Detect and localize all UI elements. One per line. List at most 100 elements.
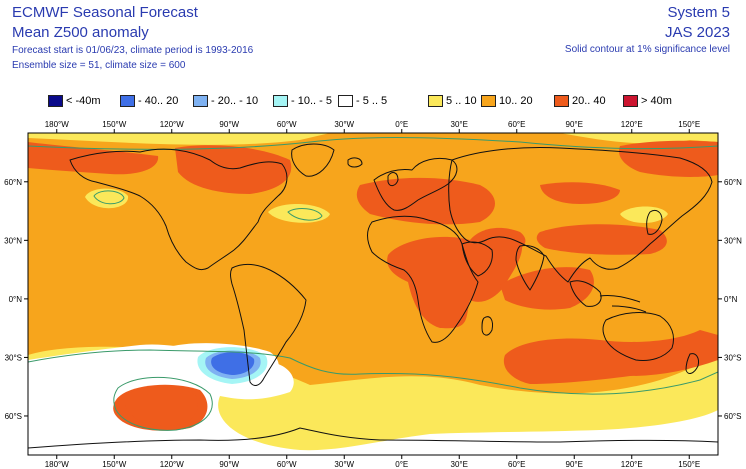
legend-item: 20.. 40 [554,93,606,109]
coast-indonesia [599,295,647,313]
anomaly-zone-neg-20-40 [211,352,255,375]
tick-marks [24,129,722,459]
legend-item: 10.. 20 [481,93,533,109]
coast-arabia [461,241,493,277]
lat-label-right: 60°S [724,412,741,421]
coast-se-asia [569,280,602,307]
lon-label-top: 120°E [621,120,643,129]
anomaly-zone-red-east-asia [618,140,718,177]
legend-item: 5 .. 10 [428,93,477,109]
lat-label-left: 0°N [9,295,23,304]
coast-antarctica [28,427,718,449]
coast-north-america [69,148,288,271]
lon-label-top: 30°W [334,120,354,129]
coast-australia [602,312,674,361]
lon-label-bottom: 0°E [395,460,408,469]
coastlines [28,143,718,449]
legend-label: - 5 .. 5 [356,95,388,107]
anomaly-zone-red-nw-pacific [536,224,667,255]
map-fill-layer [28,133,718,455]
legend-label: - 20.. - 10 [211,95,259,107]
lat-label-left: 60°S [5,412,22,421]
coast-south-america [230,263,307,386]
legend-swatch [120,95,135,107]
anomaly-zone-white-east-s-pacific [28,369,80,409]
lat-label-left: 30°N [4,236,22,245]
lon-label-bottom: 120°W [160,460,185,469]
coast-greenland [291,143,335,177]
legend-item: - 20.. - 10 [193,93,258,109]
anomaly-zone-red-south-pacific-core [125,387,198,426]
legend-label: 20.. 40 [572,95,606,107]
legend-item: > 40m [623,93,672,109]
system-label: System 5 [667,4,730,21]
anomaly-zone-red-himalaya [470,227,526,251]
lon-label-bottom: 60°E [508,460,525,469]
legend-label: 10.. 20 [499,95,533,107]
lat-label-right: 30°S [724,353,741,362]
lon-label-top: 60°E [508,120,525,129]
lat-label-right: 60°N [724,178,742,187]
anomaly-zone-red-asia-main [387,236,523,329]
contour-n-atlantic-ring [287,208,323,221]
variable-title: Mean Z500 anomaly [12,24,149,41]
legend-swatch [481,95,496,107]
legend-item: - 40.. 20 [120,93,178,109]
lat-label-left: 60°N [4,178,22,187]
lon-label-top: 120°W [160,120,185,129]
lon-label-top: 30°E [451,120,468,129]
legend-label: 5 .. 10 [446,95,477,107]
legend-label: - 40.. 20 [138,95,179,107]
lon-label-bottom: 150°E [678,460,700,469]
coast-madagascar [481,316,493,336]
legend-item: - 5 .. 5 [338,93,387,109]
forecast-info: Forecast start is 01/06/23, climate peri… [12,45,254,56]
legend-item: - 10.. - 5 [273,93,332,109]
lon-label-top: 150°E [678,120,700,129]
lon-label-bottom: 120°E [621,460,643,469]
lon-label-bottom: 30°E [451,460,468,469]
legend-swatch [428,95,443,107]
legend-swatch [338,95,353,107]
color-legend: < -40m - 40.. 20 - 20.. - 10 - 10.. - 5 - 5 … [48,93,708,109]
lon-label-top: 0°E [395,120,408,129]
coast-japan [646,209,663,235]
lon-label-bottom: 90°W [219,460,239,469]
contour-n-pacific-ring [93,190,125,205]
lon-label-bottom: 180°W [45,460,70,469]
lon-label-bottom: 150°W [102,460,127,469]
anomaly-zone-yellow-n-atlantic [268,203,330,223]
lat-label-right: 30°N [724,236,742,245]
coast-europe [373,157,458,211]
legend-swatch [273,95,288,107]
lon-label-top: 180°W [45,120,70,129]
lon-label-top: 150°W [102,120,127,129]
anomaly-zone-red-europe [356,177,495,225]
coast-india [515,245,545,291]
anomaly-zone-red-south-indian [503,330,718,384]
lat-label-right: 0°N [724,295,738,304]
lon-label-top: 90°W [219,120,239,129]
legend-label: < -40m [66,95,101,107]
coast-new-zealand [685,353,699,374]
contour-s-pacific-ring [113,376,213,431]
season-label: JAS 2023 [664,24,730,41]
map-frame [27,132,719,456]
legend-label: > 40m [641,95,672,107]
legend-swatch [623,95,638,107]
coast-uk [387,172,399,187]
legend-swatch [48,95,63,107]
tick-labels: 180°W 180°W 150°W 150°W 120°W 120°W 90°W 90°W 60… [4,120,742,469]
lon-label-bottom: 30°W [334,460,354,469]
lon-label-bottom: 60°W [277,460,297,469]
legend-label: - 10.. - 5 [291,95,332,107]
lat-label-left: 30°S [5,353,22,362]
anomaly-zone-red-alaska [28,142,159,175]
anomaly-zone-yellow-arctic [28,133,718,145]
anomaly-zone-red-siberia [540,182,620,204]
coast-africa [367,215,479,343]
legend-swatch [193,95,208,107]
chart-title: ECMWF Seasonal Forecast [12,4,198,21]
lon-label-top: 90°E [566,120,583,129]
legend-swatch [554,95,569,107]
